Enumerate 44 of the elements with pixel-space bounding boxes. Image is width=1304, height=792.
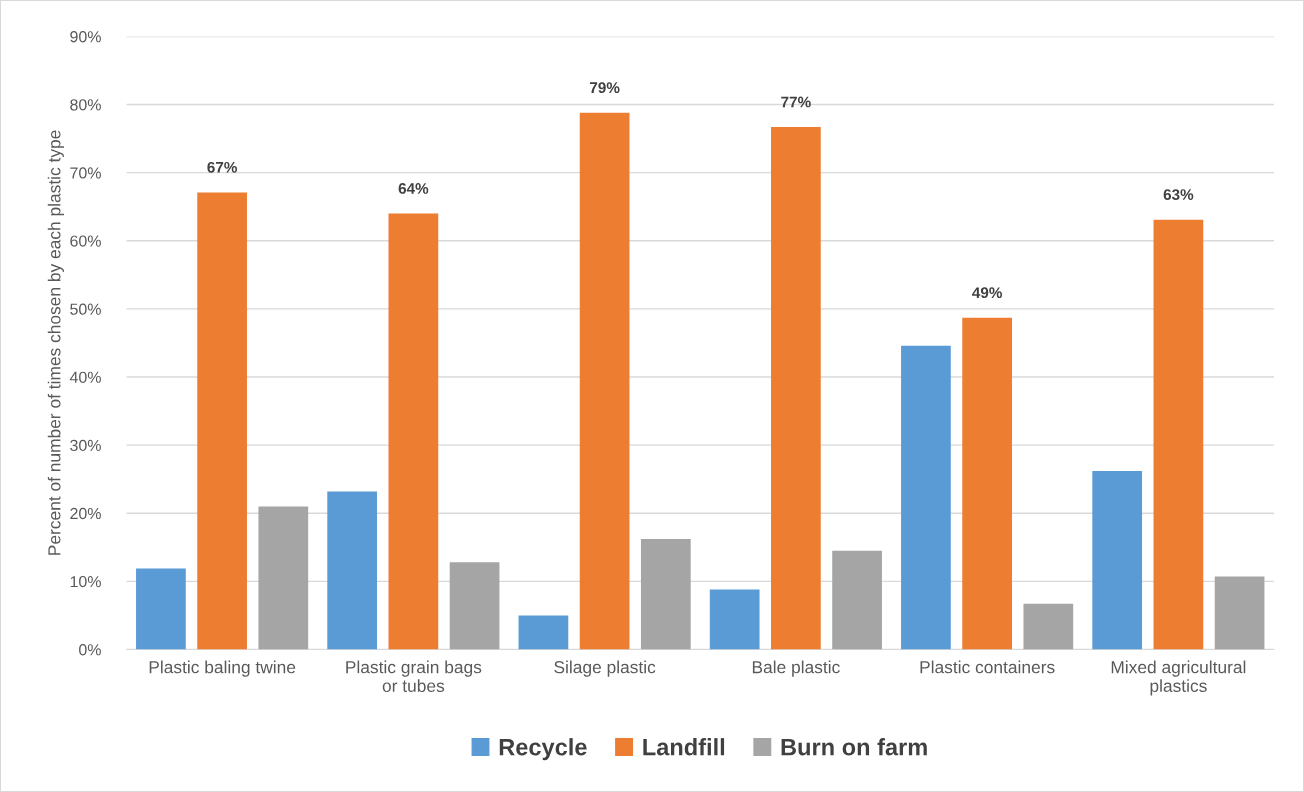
data-label: 79% — [589, 82, 620, 94]
x-tick-label: Plastic grain bags or tubes — [346, 660, 482, 692]
bar — [136, 568, 186, 650]
data-label: 67% — [207, 161, 237, 173]
x-tick-label: Mixed agricultural plastics — [1111, 660, 1246, 696]
y-tick-label: 40% — [69, 371, 101, 383]
bar — [1214, 576, 1265, 650]
legend-label: Recycle — [499, 738, 587, 761]
y-tick-label: 90% — [70, 31, 101, 43]
bar — [771, 127, 821, 650]
x-tick-label: Plastic baling twine — [149, 660, 296, 677]
y-tick-label: 60% — [70, 235, 101, 247]
data-label: 49% — [972, 287, 1003, 299]
y-tick-label: 20% — [70, 507, 101, 520]
bar — [327, 491, 378, 650]
y-tick-label: 10% — [70, 575, 101, 588]
legend-label: Landfill — [643, 738, 725, 756]
legend-label: Burn on farm — [781, 738, 927, 756]
bar — [1153, 219, 1204, 650]
bar — [640, 539, 691, 650]
bar — [709, 589, 760, 650]
data-label: 77% — [781, 96, 811, 108]
data-label: 64% — [398, 183, 429, 194]
bar — [258, 506, 309, 650]
bar — [1023, 603, 1074, 650]
y-tick-label: 0% — [79, 644, 101, 656]
bar — [901, 345, 951, 650]
x-tick-label: Silage plastic — [554, 660, 656, 677]
y-axis-title: Percent of number of times chosen by each plastic type — [47, 130, 64, 555]
bar — [197, 192, 247, 650]
x-tick-label: Plastic containers — [920, 660, 1055, 674]
y-tick-label: 70% — [70, 167, 101, 179]
x-tick-label: Bale plastic — [752, 660, 840, 677]
y-tick-label: 50% — [70, 303, 101, 315]
bar — [579, 112, 630, 650]
y-tick-label: 30% — [70, 439, 101, 452]
bar — [518, 615, 569, 650]
bar — [449, 562, 500, 650]
bar — [1092, 470, 1143, 650]
bar — [962, 317, 1012, 650]
data-label: 63% — [1163, 189, 1194, 200]
bar — [388, 213, 439, 650]
y-tick-label: 80% — [70, 99, 101, 111]
bar — [832, 550, 882, 650]
